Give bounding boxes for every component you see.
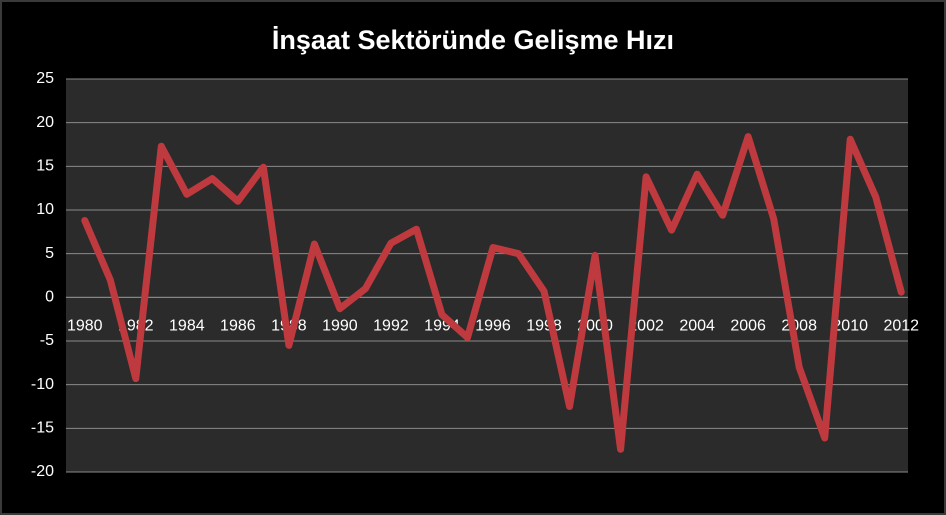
y-tick-label: -20 xyxy=(31,463,54,480)
y-tick-label: 20 xyxy=(36,114,54,131)
y-tick-label: 10 xyxy=(36,201,54,218)
x-tick-label: 1992 xyxy=(373,318,409,335)
x-tick-label: 2002 xyxy=(628,318,664,335)
y-tick-label: -10 xyxy=(31,376,54,393)
x-tick-label: 2004 xyxy=(679,318,715,335)
series-line xyxy=(81,133,905,453)
y-tick-label: 25 xyxy=(36,70,54,87)
y-tick-label: -5 xyxy=(40,332,54,349)
y-tick-label: 5 xyxy=(45,245,54,262)
x-tick-label: 1996 xyxy=(475,318,511,335)
x-tick-label: 1984 xyxy=(169,318,205,335)
y-tick-label: -15 xyxy=(31,420,54,437)
x-tick-label: 2010 xyxy=(832,318,868,335)
x-tick-label: 2012 xyxy=(883,318,919,335)
x-tick-label: 1986 xyxy=(220,318,256,335)
chart-title: İnşaat Sektöründe Gelişme Hızı xyxy=(272,25,674,55)
x-tick-label: 1990 xyxy=(322,318,358,335)
x-tick-label: 2008 xyxy=(781,318,817,335)
y-tick-label: 15 xyxy=(36,158,54,175)
x-tick-label: 2006 xyxy=(730,318,766,335)
y-tick-label: 0 xyxy=(45,289,54,306)
x-tick-label: 1980 xyxy=(67,318,103,335)
